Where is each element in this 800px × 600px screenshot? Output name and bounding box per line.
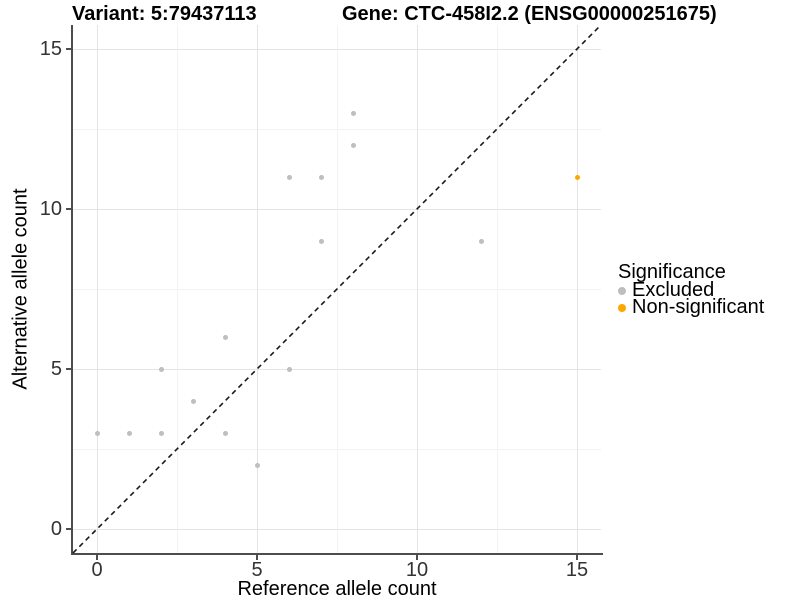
legend-item: Excluded (618, 279, 764, 301)
legend-swatch-icon (618, 303, 626, 312)
y-tick-label: 10 (39, 198, 62, 220)
identity-line (72, 24, 602, 554)
gridline-y-major (73, 528, 601, 530)
data-point (158, 430, 164, 436)
y-tick-mark (66, 368, 71, 370)
data-point (286, 366, 292, 372)
data-point (478, 238, 484, 244)
data-point (350, 110, 356, 116)
x-tick-mark (256, 555, 258, 560)
legend-swatch-icon (618, 286, 626, 295)
gene-title: Gene: CTC-458I2.2 (ENSG00000251675) (342, 3, 717, 25)
gridline-y-major (73, 208, 601, 210)
gridline-y-major (73, 48, 601, 50)
data-point (222, 430, 228, 436)
data-point (158, 366, 164, 372)
x-tick-mark (576, 555, 578, 560)
gridline-y-minor (73, 128, 601, 130)
data-point (254, 462, 260, 468)
gridline-x-major (416, 25, 418, 553)
y-axis-line (71, 25, 73, 555)
variant-title: Variant: 5:79437113 (72, 3, 257, 25)
gridline-x-major (256, 25, 258, 553)
gridline-y-minor (73, 448, 601, 450)
y-tick-label: 15 (39, 38, 62, 60)
x-tick-label: 0 (91, 559, 103, 581)
x-tick-mark (416, 555, 418, 560)
x-tick-label: 15 (565, 559, 589, 581)
legend-item-label: Excluded (632, 279, 715, 301)
gridline-y-major (73, 368, 601, 370)
legend-item: Non-significant (618, 296, 765, 318)
data-point (222, 334, 228, 340)
y-tick-label: 0 (50, 518, 62, 540)
legend-item-label: Non-significant (632, 296, 765, 318)
y-tick-mark (66, 528, 71, 530)
x-axis-label: Reference allele count (237, 578, 437, 600)
data-point (286, 174, 292, 180)
x-axis-line (71, 553, 603, 555)
data-point (126, 430, 132, 436)
data-point (190, 398, 196, 404)
y-tick-mark (66, 208, 71, 210)
gridline-x-major (576, 25, 578, 553)
data-point (94, 430, 100, 436)
gridline-x-major (96, 25, 98, 553)
data-point (350, 142, 356, 148)
y-tick-mark (66, 48, 71, 50)
x-tick-label: 5 (251, 559, 263, 581)
data-point (318, 174, 324, 180)
plot-panel (72, 24, 602, 554)
data-point (318, 238, 324, 244)
x-tick-label: 10 (405, 559, 429, 581)
x-tick-mark (96, 555, 98, 560)
legend: Significance Excluded Non-significant (618, 261, 765, 318)
y-tick-label: 5 (50, 358, 62, 380)
legend-title: Significance (618, 261, 726, 283)
legend-items: Excluded Non-significant (618, 279, 765, 318)
data-point (574, 174, 580, 180)
